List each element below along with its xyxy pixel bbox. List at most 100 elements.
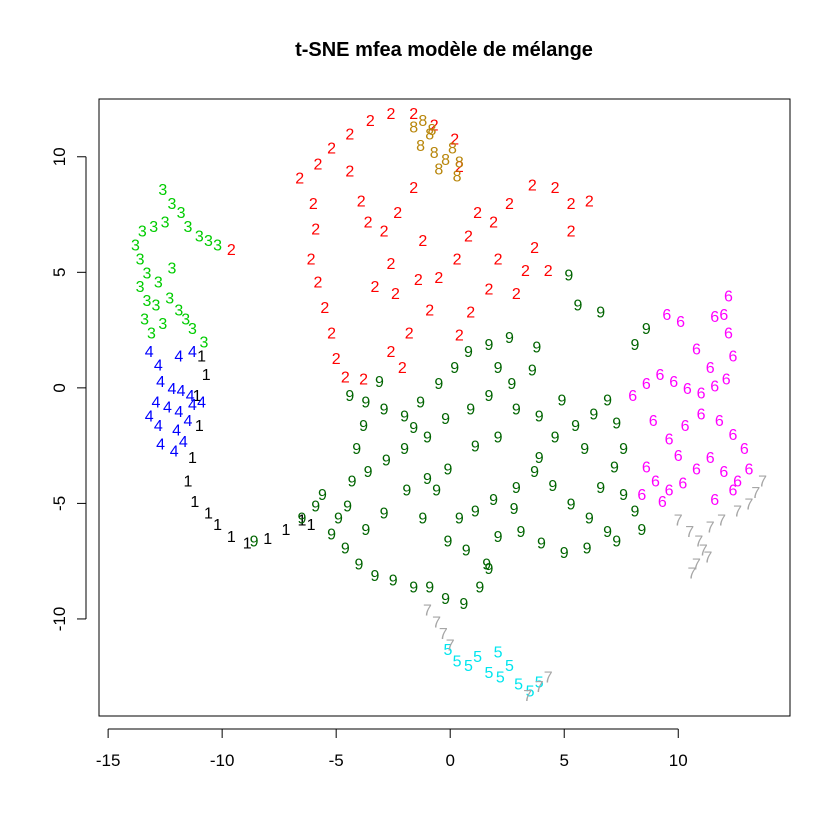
data-point-9: 9 [462, 543, 471, 560]
data-point-4: 4 [163, 399, 172, 416]
data-point-2: 2 [327, 141, 336, 158]
data-point-9: 9 [441, 591, 450, 608]
data-point-9: 9 [400, 441, 409, 458]
data-point-1: 1 [307, 517, 316, 534]
data-point-9: 9 [382, 452, 391, 469]
data-point-2: 2 [464, 228, 473, 245]
data-point-3: 3 [204, 233, 213, 250]
data-point-5: 5 [494, 644, 503, 661]
data-point-2: 2 [489, 214, 498, 231]
data-point-3: 3 [138, 224, 147, 241]
data-point-9: 9 [532, 339, 541, 356]
data-point-2: 2 [227, 242, 236, 259]
data-point-2: 2 [453, 251, 462, 268]
data-point-1: 1 [227, 529, 236, 546]
data-point-5: 5 [535, 674, 544, 691]
data-point-9: 9 [596, 480, 605, 497]
data-point-6: 6 [656, 367, 665, 384]
data-point-3: 3 [195, 228, 204, 245]
data-point-9: 9 [327, 526, 336, 543]
data-point-8: 8 [434, 161, 443, 178]
data-point-5: 5 [514, 677, 523, 694]
data-point-4: 4 [183, 413, 192, 430]
data-point-5: 5 [505, 658, 514, 675]
data-point-9: 9 [557, 392, 566, 409]
data-point-2: 2 [366, 113, 375, 130]
data-point-9: 9 [619, 487, 628, 504]
data-point-2: 2 [409, 106, 418, 123]
data-point-2: 2 [425, 302, 434, 319]
data-point-6: 6 [649, 413, 658, 430]
data-point-6: 6 [692, 342, 701, 359]
data-point-8: 8 [448, 141, 457, 158]
x-tick-label: -5 [329, 751, 344, 770]
data-point-9: 9 [603, 392, 612, 409]
data-point-9: 9 [637, 522, 646, 539]
data-point-6: 6 [674, 448, 683, 465]
data-point-3: 3 [165, 291, 174, 308]
data-point-2: 2 [398, 360, 407, 377]
data-point-5: 5 [443, 642, 452, 659]
data-point-9: 9 [341, 540, 350, 557]
data-point-9: 9 [612, 416, 621, 433]
data-point-4: 4 [188, 344, 197, 361]
data-point-6: 6 [697, 406, 706, 423]
data-point-9: 9 [642, 321, 651, 338]
data-point-3: 3 [152, 298, 161, 315]
data-point-1: 1 [197, 349, 206, 366]
data-point-2: 2 [320, 300, 329, 317]
data-point-9: 9 [596, 305, 605, 322]
data-point-7: 7 [706, 520, 715, 537]
data-point-8: 8 [455, 154, 464, 171]
data-point-9: 9 [423, 429, 432, 446]
data-point-9: 9 [510, 501, 519, 518]
data-point-3: 3 [140, 312, 149, 329]
data-point-9: 9 [512, 480, 521, 497]
data-point-2: 2 [434, 270, 443, 287]
data-point-6: 6 [642, 459, 651, 476]
data-point-3: 3 [158, 316, 167, 333]
data-point-9: 9 [494, 429, 503, 446]
plot-frame [98, 98, 791, 717]
data-point-4: 4 [174, 349, 183, 366]
data-point-3: 3 [142, 293, 151, 310]
data-point-9: 9 [560, 545, 569, 562]
data-point-2: 2 [409, 180, 418, 197]
data-point-9: 9 [409, 580, 418, 597]
data-point-9: 9 [471, 503, 480, 520]
data-point-7: 7 [523, 688, 532, 705]
data-point-9: 9 [450, 360, 459, 377]
data-point-7: 7 [446, 637, 455, 654]
data-point-6: 6 [710, 309, 719, 326]
data-point-7: 7 [717, 513, 726, 530]
data-point-9: 9 [489, 492, 498, 509]
data-point-6: 6 [710, 379, 719, 396]
data-point-8: 8 [430, 145, 439, 162]
data-point-9: 9 [505, 330, 514, 347]
data-point-9: 9 [455, 510, 464, 527]
data-point-1: 1 [188, 450, 197, 467]
data-point-5: 5 [526, 684, 535, 701]
data-point-9: 9 [589, 406, 598, 423]
x-axis: -15 -10 -5 0 5 10 [96, 728, 688, 770]
data-point-6: 6 [628, 388, 637, 405]
data-point-3: 3 [168, 261, 177, 278]
data-point-6: 6 [697, 385, 706, 402]
data-point-2: 2 [309, 196, 318, 213]
data-point-2: 2 [485, 281, 494, 298]
data-point-2: 2 [473, 205, 482, 222]
data-point-2: 2 [505, 196, 514, 213]
data-point-8: 8 [441, 152, 450, 169]
data-point-7: 7 [432, 614, 441, 631]
data-point-4: 4 [154, 358, 163, 375]
data-point-4: 4 [145, 344, 154, 361]
data-point-4: 4 [172, 422, 181, 439]
data-point-2: 2 [386, 106, 395, 123]
data-point-9: 9 [485, 561, 494, 578]
data-point-7: 7 [758, 473, 767, 490]
data-point-4: 4 [186, 388, 195, 405]
data-point-2: 2 [345, 164, 354, 181]
data-point-6: 6 [665, 432, 674, 449]
data-point-6: 6 [740, 441, 749, 458]
data-point-9: 9 [585, 510, 594, 527]
